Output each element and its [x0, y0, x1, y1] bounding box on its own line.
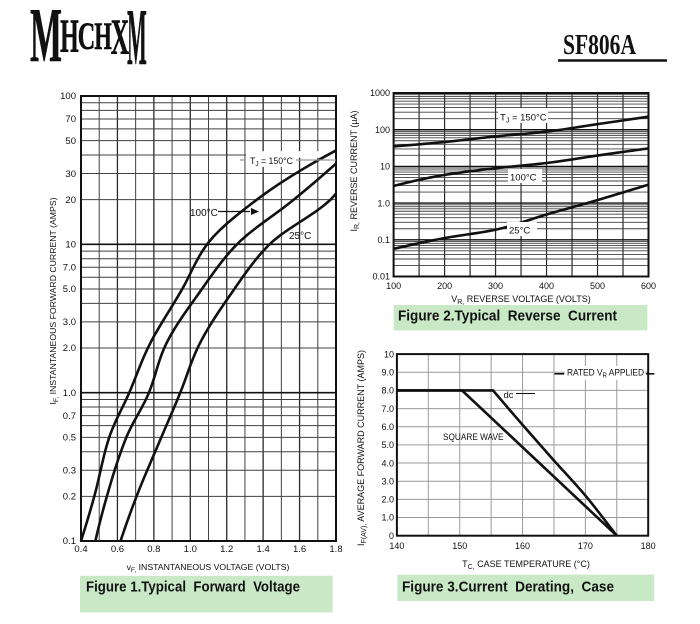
svg-text:100°C: 100°C	[190, 208, 218, 219]
svg-text:H: H	[94, 15, 112, 58]
svg-text:0.1: 0.1	[63, 536, 76, 547]
svg-text:9.0: 9.0	[381, 367, 394, 377]
svg-text:8.0: 8.0	[381, 386, 394, 396]
svg-text:5.0: 5.0	[381, 440, 394, 450]
svg-text:100: 100	[60, 91, 76, 102]
svg-text:Figure 2.Typical Reverse Cur: Figure 2.Typical Reverse Current	[398, 308, 617, 325]
svg-text:TJ = 150°C: TJ = 150°C	[500, 113, 547, 125]
svg-text:3.0: 3.0	[63, 317, 76, 328]
svg-text:7.0: 7.0	[381, 404, 394, 414]
svg-text:1000: 1000	[370, 88, 390, 98]
svg-text:20: 20	[65, 195, 76, 206]
svg-text:6.0: 6.0	[381, 422, 394, 432]
svg-text:C: C	[78, 15, 95, 58]
svg-text:0.7: 0.7	[63, 411, 76, 422]
svg-text:IR, REVERSE CURRENT (µA): IR, REVERSE CURRENT (µA)	[349, 110, 361, 231]
svg-text:50: 50	[65, 136, 76, 147]
svg-text:dc: dc	[504, 390, 514, 401]
svg-text:140: 140	[389, 541, 404, 551]
svg-text:500: 500	[590, 281, 605, 291]
svg-text:RATED VR APPLIED: RATED VR APPLIED	[567, 368, 644, 380]
svg-text:600: 600	[641, 281, 656, 291]
svg-text:1.4: 1.4	[257, 544, 270, 555]
svg-text:1.0: 1.0	[184, 544, 197, 555]
svg-text:0.1: 0.1	[377, 235, 390, 245]
svg-text:1.0: 1.0	[377, 198, 390, 208]
svg-text:170: 170	[578, 541, 593, 551]
svg-text:100: 100	[375, 125, 390, 135]
svg-text:0.6: 0.6	[111, 544, 124, 555]
svg-text:0.4: 0.4	[74, 544, 87, 555]
svg-text:Figure 1.Typical Forward Vol: Figure 1.Typical Forward Voltage	[86, 579, 300, 596]
svg-text:IF(AV), AVERAGE FORWARD CURREN: IF(AV), AVERAGE FORWARD CURRENT (AMPS)	[356, 350, 368, 546]
svg-text:10: 10	[65, 240, 76, 251]
svg-text:5.0: 5.0	[63, 284, 76, 295]
svg-text:7.0: 7.0	[63, 263, 76, 274]
svg-text:25°C: 25°C	[289, 231, 311, 242]
svg-text:200: 200	[437, 281, 452, 291]
svg-text:0.8: 0.8	[147, 544, 160, 555]
svg-text:1.6: 1.6	[293, 544, 306, 555]
svg-text:1.0: 1.0	[63, 388, 76, 399]
svg-text:Figure 3.Current Derating, C: Figure 3.Current Derating, Case	[402, 579, 614, 596]
svg-text:M: M	[127, 0, 147, 82]
svg-text:70: 70	[65, 114, 76, 125]
svg-text:100: 100	[386, 281, 401, 291]
svg-text:300: 300	[488, 281, 503, 291]
svg-text:0.3: 0.3	[63, 465, 76, 476]
svg-text:0.01: 0.01	[372, 272, 390, 282]
svg-text:10: 10	[380, 162, 390, 172]
svg-text:TC, CASE TEMPERATURE (°C): TC, CASE TEMPERATURE (°C)	[462, 559, 590, 571]
svg-text:150: 150	[452, 541, 467, 551]
svg-text:X: X	[111, 8, 129, 65]
svg-text:0: 0	[389, 531, 394, 541]
svg-text:SQUARE WAVE: SQUARE WAVE	[443, 432, 504, 443]
svg-text:M: M	[30, 0, 62, 78]
svg-text:30: 30	[65, 169, 76, 180]
svg-text:4.0: 4.0	[381, 458, 394, 468]
svg-text:2.0: 2.0	[381, 495, 394, 505]
svg-text:25°C: 25°C	[509, 226, 530, 237]
svg-text:SF806A: SF806A	[563, 29, 636, 61]
svg-text:0.2: 0.2	[63, 492, 76, 503]
svg-text:160: 160	[515, 541, 530, 551]
svg-text:0.5: 0.5	[63, 433, 76, 444]
svg-text:400: 400	[539, 281, 554, 291]
svg-text:2.0: 2.0	[63, 343, 76, 354]
svg-text:3.0: 3.0	[381, 476, 394, 486]
svg-text:100°C: 100°C	[510, 173, 537, 184]
svg-text:H: H	[60, 10, 79, 63]
svg-text:VR, REVERSE VOLTAGE (VOLTS): VR, REVERSE VOLTAGE (VOLTS)	[451, 294, 591, 306]
svg-text:TJ = 150°C: TJ = 150°C	[250, 156, 293, 168]
svg-text:vF, INSTANTANEOUS VOLTAGE (VOL: vF, INSTANTANEOUS VOLTAGE (VOLTS)	[127, 562, 290, 574]
svg-text:1.8: 1.8	[329, 544, 342, 555]
svg-text:1.2: 1.2	[220, 544, 233, 555]
svg-text:10: 10	[384, 349, 394, 359]
svg-text:1.0: 1.0	[381, 513, 394, 523]
svg-text:180: 180	[641, 541, 656, 551]
svg-text:IF, INSTANTANEOUS FORWARD CURR: IF, INSTANTANEOUS FORWARD CURRENT (AMPS)	[48, 197, 60, 404]
